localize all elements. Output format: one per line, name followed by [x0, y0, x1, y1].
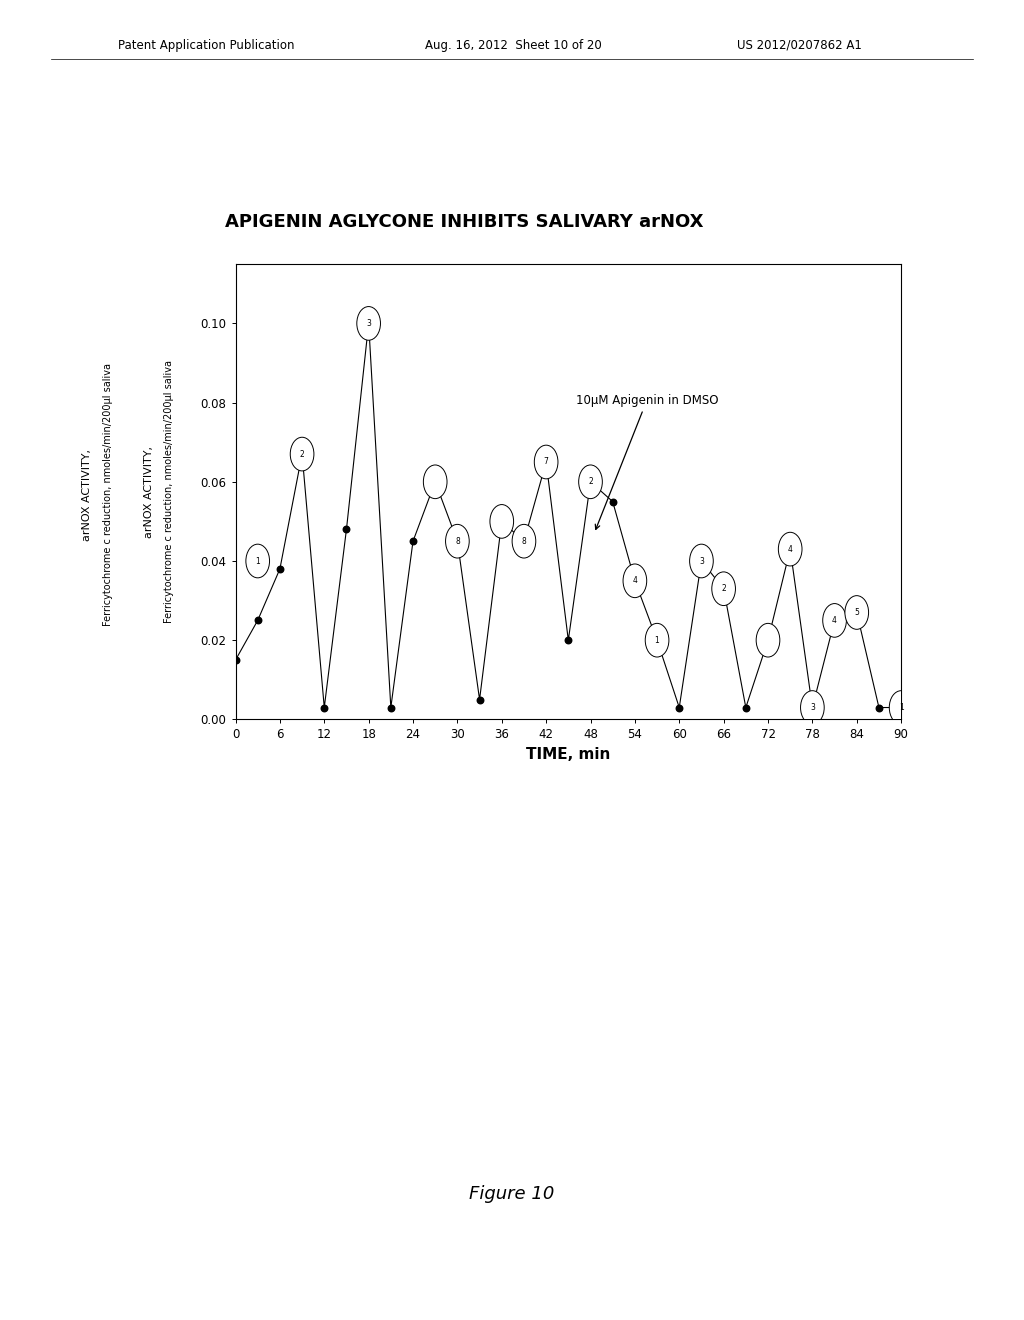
Point [471, 689, 487, 710]
Ellipse shape [801, 690, 824, 725]
Ellipse shape [712, 572, 735, 606]
Text: arNOX ACTIVITY,: arNOX ACTIVITY, [144, 446, 154, 537]
Ellipse shape [845, 595, 868, 630]
Text: Ferricytochrome c reduction, nmoles/min/200μl saliva: Ferricytochrome c reduction, nmoles/min/… [102, 363, 113, 627]
Text: 4: 4 [633, 577, 637, 585]
Text: 2: 2 [721, 585, 726, 593]
Point [716, 578, 732, 599]
Text: 3: 3 [367, 319, 371, 327]
Ellipse shape [778, 532, 802, 566]
Text: 8: 8 [521, 537, 526, 545]
Text: 2: 2 [588, 478, 593, 486]
Point [316, 697, 333, 718]
Point [627, 570, 643, 591]
Point [870, 697, 887, 718]
Ellipse shape [756, 623, 780, 657]
Ellipse shape [246, 544, 269, 578]
Text: US 2012/0207862 A1: US 2012/0207862 A1 [737, 38, 862, 51]
Point [671, 697, 687, 718]
Point [782, 539, 799, 560]
Text: 3: 3 [699, 557, 703, 565]
Text: 8: 8 [455, 537, 460, 545]
Point [693, 550, 710, 572]
Point [404, 531, 421, 552]
Point [849, 602, 865, 623]
Point [294, 444, 310, 465]
Text: 4: 4 [787, 545, 793, 553]
Ellipse shape [290, 437, 314, 471]
Text: 10μM Apigenin in DMSO: 10μM Apigenin in DMSO [575, 393, 718, 529]
Point [494, 511, 510, 532]
Ellipse shape [623, 564, 647, 598]
Text: Patent Application Publication: Patent Application Publication [118, 38, 294, 51]
Point [760, 630, 776, 651]
Ellipse shape [822, 603, 847, 638]
Point [826, 610, 843, 631]
Ellipse shape [535, 445, 558, 479]
Point [250, 610, 266, 631]
Text: Aug. 16, 2012  Sheet 10 of 20: Aug. 16, 2012 Sheet 10 of 20 [425, 38, 602, 51]
Ellipse shape [645, 623, 669, 657]
Text: Figure 10: Figure 10 [469, 1184, 555, 1203]
Text: 5: 5 [854, 609, 859, 616]
Text: APIGENIN AGLYCONE INHIBITS SALIVARY arNOX: APIGENIN AGLYCONE INHIBITS SALIVARY arNO… [225, 213, 703, 231]
Text: arNOX ACTIVITY,: arNOX ACTIVITY, [82, 449, 92, 541]
Point [450, 531, 466, 552]
Text: 1: 1 [255, 557, 260, 565]
Point [804, 697, 820, 718]
Text: 1: 1 [899, 704, 903, 711]
Text: 4: 4 [833, 616, 837, 624]
Ellipse shape [689, 544, 714, 578]
Ellipse shape [445, 524, 469, 558]
Text: 7: 7 [544, 458, 549, 466]
Point [893, 697, 909, 718]
Point [583, 471, 599, 492]
Point [338, 519, 354, 540]
Ellipse shape [356, 306, 381, 341]
Text: 3: 3 [810, 704, 815, 711]
X-axis label: TIME, min: TIME, min [526, 747, 610, 762]
Text: 2: 2 [300, 450, 304, 458]
Ellipse shape [489, 504, 514, 539]
Point [227, 649, 244, 671]
Point [560, 630, 577, 651]
Point [649, 630, 666, 651]
Point [360, 313, 377, 334]
Point [516, 531, 532, 552]
Point [383, 697, 399, 718]
Point [737, 697, 754, 718]
Point [427, 471, 443, 492]
Ellipse shape [512, 524, 536, 558]
Text: Ferricytochrome c reduction, nmoles/min/200μl saliva: Ferricytochrome c reduction, nmoles/min/… [164, 360, 174, 623]
Ellipse shape [889, 690, 913, 725]
Ellipse shape [423, 465, 447, 499]
Ellipse shape [579, 465, 602, 499]
Text: 1: 1 [654, 636, 659, 644]
Point [271, 558, 288, 579]
Point [538, 451, 554, 473]
Point [604, 491, 621, 512]
